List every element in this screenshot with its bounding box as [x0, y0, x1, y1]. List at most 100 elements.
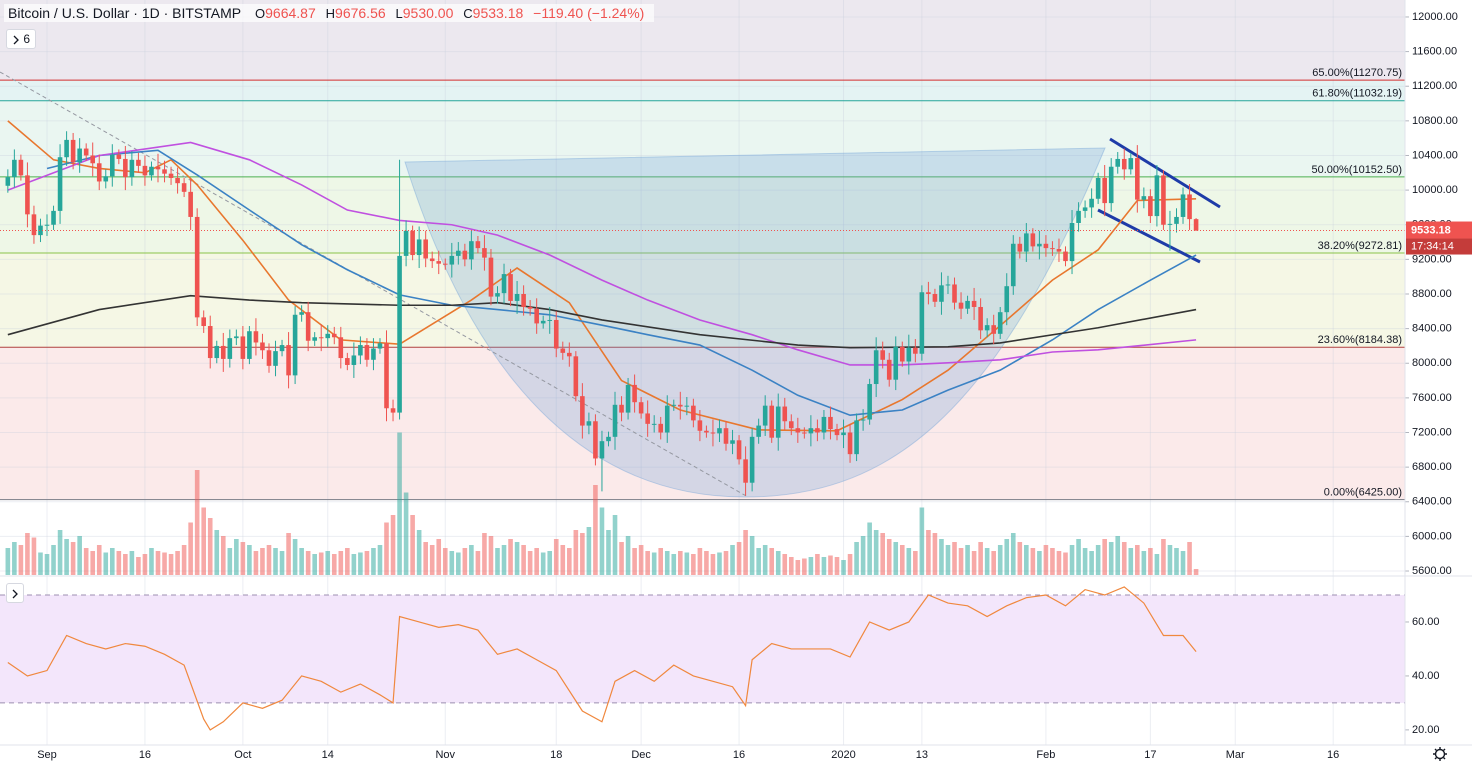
volume-bar — [410, 515, 415, 575]
settings-icon[interactable] — [1433, 747, 1447, 761]
volume-bar — [207, 518, 213, 575]
volume-bar — [116, 551, 122, 575]
volume-bar — [214, 530, 220, 575]
indicator-count: 6 — [23, 32, 31, 46]
volume-bar — [971, 551, 977, 575]
volume-bar — [90, 551, 96, 575]
x-tick-label: 16 — [139, 749, 151, 761]
volume-bar — [253, 551, 259, 575]
volume-bar — [260, 548, 265, 575]
rsi-toggle[interactable] — [6, 583, 24, 603]
candle-body — [880, 350, 885, 360]
volume-bar — [312, 554, 317, 575]
candle-body — [377, 343, 383, 349]
candle-body — [44, 224, 50, 226]
candle-body — [1187, 194, 1192, 220]
x-tick-label: 18 — [550, 749, 562, 761]
x-tick-label: Mar — [1226, 749, 1245, 761]
candle-body — [795, 428, 801, 433]
candle-body — [1135, 158, 1140, 200]
price-axis-bg — [1405, 0, 1472, 745]
candle-body — [1037, 243, 1042, 247]
candle-body — [57, 157, 63, 211]
volume-bar — [782, 554, 788, 575]
volume-bar — [469, 545, 474, 575]
candle-body — [1043, 243, 1049, 249]
candle-body — [227, 338, 233, 359]
candle-body — [247, 331, 252, 359]
y-tick-label: 10000.00 — [1412, 184, 1458, 196]
volume-bar — [775, 551, 781, 575]
candle-body — [913, 347, 918, 354]
candle-body — [1082, 207, 1088, 211]
volume-bar — [704, 551, 709, 575]
volume-bar — [926, 530, 931, 575]
volume-bar — [51, 545, 56, 575]
volume-bar — [1030, 548, 1036, 575]
indicators-toggle[interactable]: 6 — [6, 29, 37, 49]
candle-body — [1095, 177, 1101, 199]
volume-bar — [593, 485, 598, 575]
volume-bar — [599, 507, 605, 575]
volume-bar — [318, 552, 324, 575]
volume-bar — [684, 552, 690, 575]
chevron-icon — [13, 35, 19, 45]
volume-bar — [358, 552, 363, 575]
chevron-icon — [12, 589, 18, 599]
rsi-tick-label: 60.00 — [1412, 616, 1440, 628]
candle-body — [514, 293, 520, 301]
volume-bar — [1135, 545, 1140, 575]
candle-body — [638, 402, 644, 414]
candle-body — [51, 210, 56, 225]
gear-ring — [1434, 748, 1446, 760]
candle-body — [83, 148, 89, 156]
candle-body — [671, 404, 677, 406]
volume-bar — [645, 551, 650, 575]
candle-body — [194, 216, 200, 318]
candle-body — [234, 336, 239, 339]
candle-body — [312, 337, 317, 341]
candle-body — [1121, 158, 1127, 170]
volume-bar — [762, 545, 768, 575]
x-tick-label: Oct — [234, 749, 251, 761]
candle-body — [886, 359, 892, 380]
candle-body — [606, 436, 611, 442]
volume-bar — [331, 554, 337, 575]
volume-bar — [1076, 539, 1081, 575]
volume-bar — [860, 536, 866, 575]
legend-header: Bitcoin / U.S. Dollar · 1D · BITSTAMP O9… — [4, 4, 655, 22]
volume-bar — [919, 507, 925, 575]
candle-body — [651, 423, 657, 425]
candle-body — [116, 154, 122, 159]
x-tick-label: 17 — [1144, 749, 1156, 761]
volume-bar — [188, 522, 193, 575]
volume-bar — [286, 533, 291, 575]
volume-bar — [1017, 542, 1023, 575]
volume-bar — [456, 552, 461, 575]
candle-body — [860, 419, 866, 421]
volume-bar — [442, 548, 448, 575]
volume-bar — [808, 557, 814, 575]
candle-body — [958, 302, 964, 309]
volume-bar — [1167, 545, 1173, 575]
candle-body — [664, 405, 670, 433]
rsi-band — [0, 594, 1405, 703]
fib-label: 65.00%(11270.75) — [1312, 67, 1402, 79]
candle-body — [762, 405, 768, 426]
candle-body — [717, 428, 722, 434]
candle-body — [201, 317, 206, 327]
volume-bar — [619, 542, 624, 575]
volume-bar — [1037, 551, 1042, 575]
volume-bar — [181, 545, 187, 575]
volume-bar — [155, 551, 161, 575]
volume-bar — [612, 515, 618, 575]
candle-body — [77, 148, 82, 163]
candle-body — [1167, 223, 1173, 225]
volume-bar — [1056, 551, 1062, 575]
legend-letter: O — [255, 6, 266, 21]
volume-bar — [749, 536, 755, 575]
candle-body — [429, 258, 435, 262]
volume-bar — [828, 555, 833, 575]
candle-body — [1108, 166, 1114, 204]
